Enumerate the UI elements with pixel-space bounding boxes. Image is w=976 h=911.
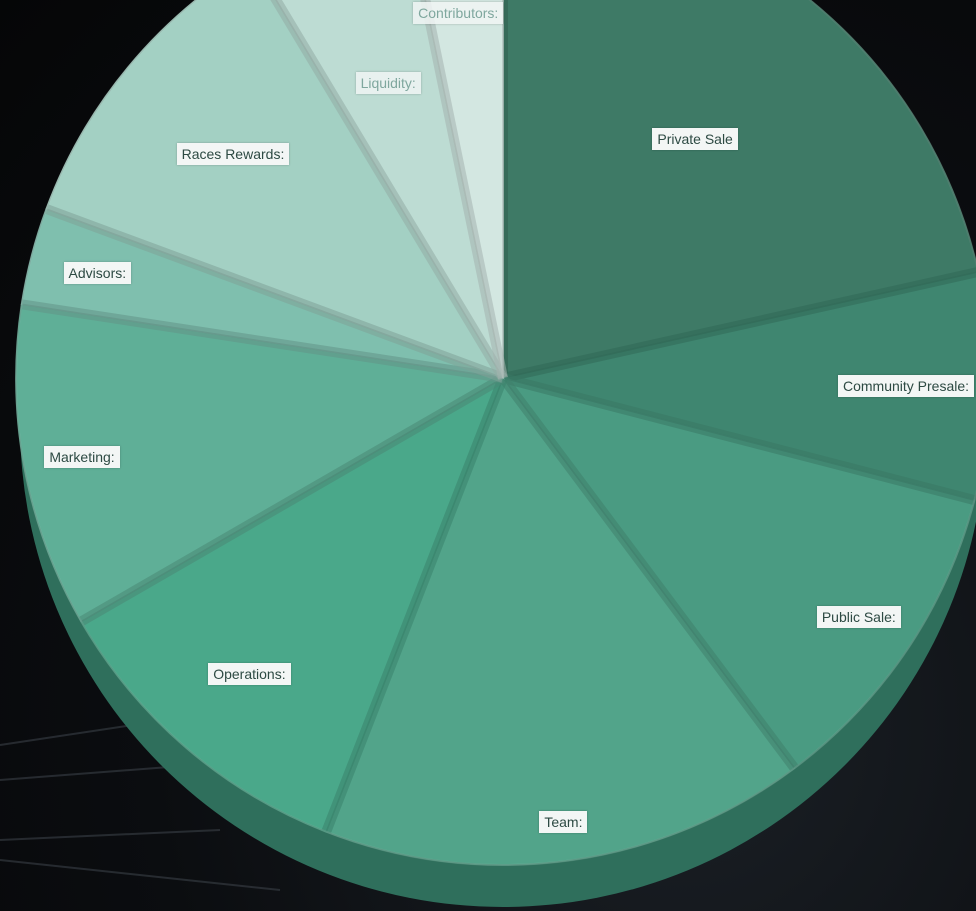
- slice-edge-bevel: [44, 204, 505, 383]
- slice-edge-bevel: [420, 0, 508, 380]
- slice-label: Community Presale:: [838, 375, 975, 398]
- slice-label: Contributors:: [413, 2, 504, 24]
- slice-edge-bevel: [321, 376, 508, 834]
- slice-label: Races Rewards:: [176, 143, 290, 166]
- slice-edge-bevel: [501, 373, 976, 505]
- slice-label: Public Sale:: [816, 605, 901, 628]
- background-streak: [0, 859, 281, 891]
- slice-edge-bevel: [270, 0, 508, 381]
- slice-edge-bevel: [498, 375, 799, 772]
- pie-outline: [15, 0, 976, 866]
- pie-slice: [15, 303, 506, 623]
- slice-label: Marketing:: [44, 446, 120, 469]
- pie-slice: [325, 376, 796, 866]
- slice-label: Private Sale: [652, 127, 738, 150]
- pie-slice: [501, 376, 976, 770]
- slice-label: Advisors:: [63, 262, 132, 285]
- slice-edge-bevel: [78, 373, 506, 626]
- slice-edge-bevel: [20, 299, 504, 383]
- slice-label: Liquidity:: [355, 72, 421, 95]
- pie-slice: [45, 0, 505, 380]
- pie-slice: [502, 271, 976, 502]
- pie-slice: [80, 376, 505, 833]
- pie-slices: [15, 0, 976, 866]
- pie-slice: [502, 0, 976, 379]
- slice-label: Operations:: [208, 662, 291, 685]
- slice-label: Team:: [539, 810, 588, 833]
- background-streak: [0, 829, 221, 841]
- slice-edge-bevel: [501, 267, 976, 383]
